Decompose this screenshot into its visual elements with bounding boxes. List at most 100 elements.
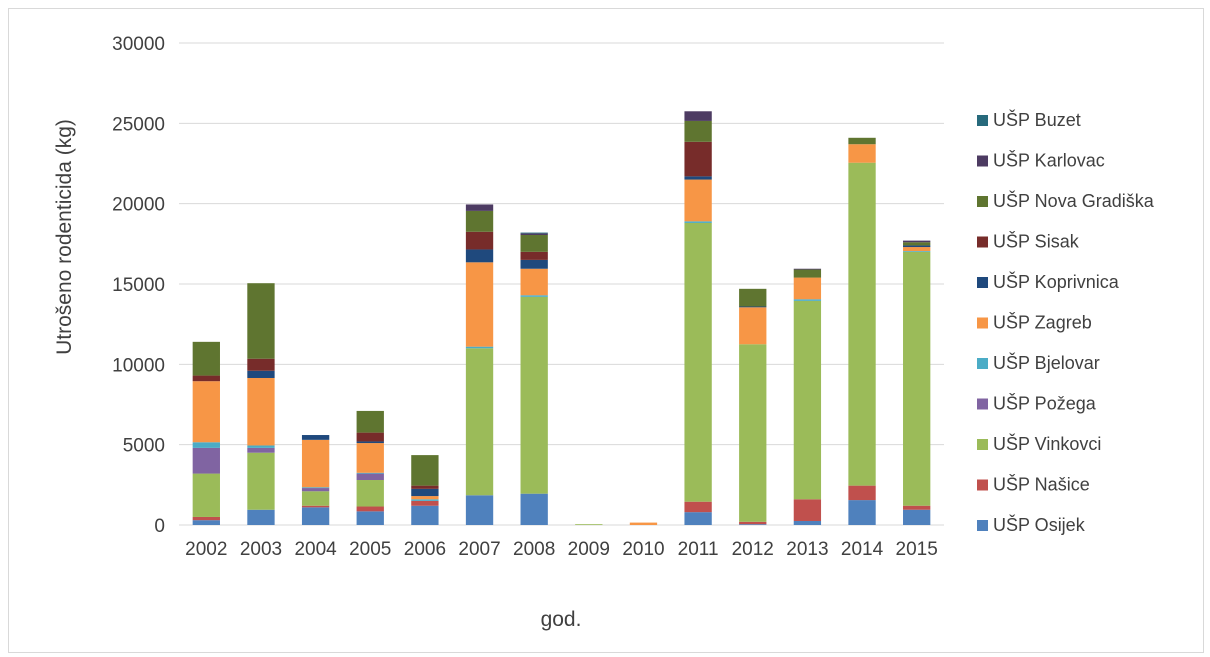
chart-frame: 0 5000 10000 15000 20000 25000 30000 2002 2003 2… [8,8,1204,653]
bar-segment [684,141,712,177]
bar-segment [465,346,494,349]
y-tick-label: 20000 [112,195,165,216]
bar-segment [903,505,931,510]
x-axis-label: god. [541,608,582,631]
bar-segment [848,485,876,501]
x-tick-label: 2004 [294,539,337,560]
bar-segment [192,381,220,443]
bar-segment [520,234,548,252]
bar-segment [793,269,822,278]
bar-segment [301,487,330,489]
bar-segment [465,210,494,232]
bar-segment [465,348,494,496]
bars [192,111,931,525]
legend-swatch [977,398,988,410]
bar-segment [247,370,275,378]
bar-segment [301,491,330,506]
legend-swatch [977,277,988,288]
legend: UŠP Buzet UŠP Karlovac UŠP Nova Gradiška UŠ… [977,109,1155,535]
bar-segment [684,176,712,180]
bar-segment [356,432,384,442]
y-axis-label: Utrošeno rodenticida (kg) [53,119,76,355]
x-tick-label: 2007 [458,539,500,560]
legend-swatch [977,115,988,126]
x-tick-label: 2011 [678,539,719,560]
bar-segment [739,307,767,345]
bar-segment [356,480,384,507]
bar-segment [465,204,494,211]
bar-segment [793,268,822,270]
bar-segment [739,521,767,525]
x-tick-label: 2005 [349,539,391,560]
bar-segment [356,441,384,444]
bar-segment [684,221,712,223]
bar-segment [301,507,330,525]
bar-segment [903,251,931,506]
legend-label: UŠP Našice [993,474,1090,495]
bar-segment [356,511,384,525]
bar-segment [411,496,439,500]
bar-segment [848,137,876,145]
bar-segment [192,520,220,525]
bar-segment [247,358,275,371]
legend-swatch [977,358,988,369]
bar-segment [739,344,767,522]
x-tick-label: 2013 [786,539,828,560]
bar-segment [520,493,548,525]
legend-swatch [977,317,988,329]
legend-swatch [977,479,988,491]
bar-segment [301,439,330,488]
bar-segment [684,222,712,502]
bar-segment [903,240,931,243]
bar-segment [301,435,330,440]
bar-segment [247,447,275,453]
bar-segment [520,268,548,296]
bar-segment [247,445,275,448]
bar-segment [411,500,439,506]
bar-segment [301,488,330,492]
bar-segment [356,506,384,512]
bar-segment [411,499,439,501]
legend-label: UŠP Požega [993,393,1097,414]
bar-segment [465,495,494,525]
bar-segment [739,306,767,308]
bar-segment [520,233,548,235]
y-tick-label: 30000 [112,34,165,55]
bar-segment [793,520,822,525]
bar-segment [520,251,548,260]
bar-segment [192,473,220,517]
bar-segment [848,144,876,163]
bar-segment [465,262,494,347]
y-tick-label: 15000 [112,275,165,296]
bar-segment [793,300,822,500]
bar-segment [793,277,822,300]
bar-segment [793,499,822,521]
bar-segment [903,251,931,252]
bar-segment [247,452,275,510]
bar-segment [247,377,275,446]
x-tick-label: 2010 [622,539,664,560]
bar-segment [520,259,548,269]
x-tick-label: 2002 [185,539,227,560]
bar-segment [684,120,712,142]
bar-segment [356,443,384,473]
x-tick-label: 2012 [732,539,774,560]
legend-swatch [977,155,988,167]
bar-segment [684,111,712,121]
bar-segment [192,516,220,521]
bar-segment [684,512,712,525]
bar-segment [629,522,658,525]
bar-segment [411,485,439,489]
bar-segment [848,500,876,525]
bar-segment [356,473,384,481]
x-tick-label: 2014 [841,539,884,560]
bar-segment [356,472,384,474]
bar-segment [192,447,220,474]
bar-segment [848,162,876,486]
legend-swatch [977,196,988,207]
bar-segment [520,232,548,234]
bar-segment [356,410,384,433]
bar-segment [684,501,712,513]
bar-segment [739,524,767,525]
legend-swatch [977,439,988,450]
